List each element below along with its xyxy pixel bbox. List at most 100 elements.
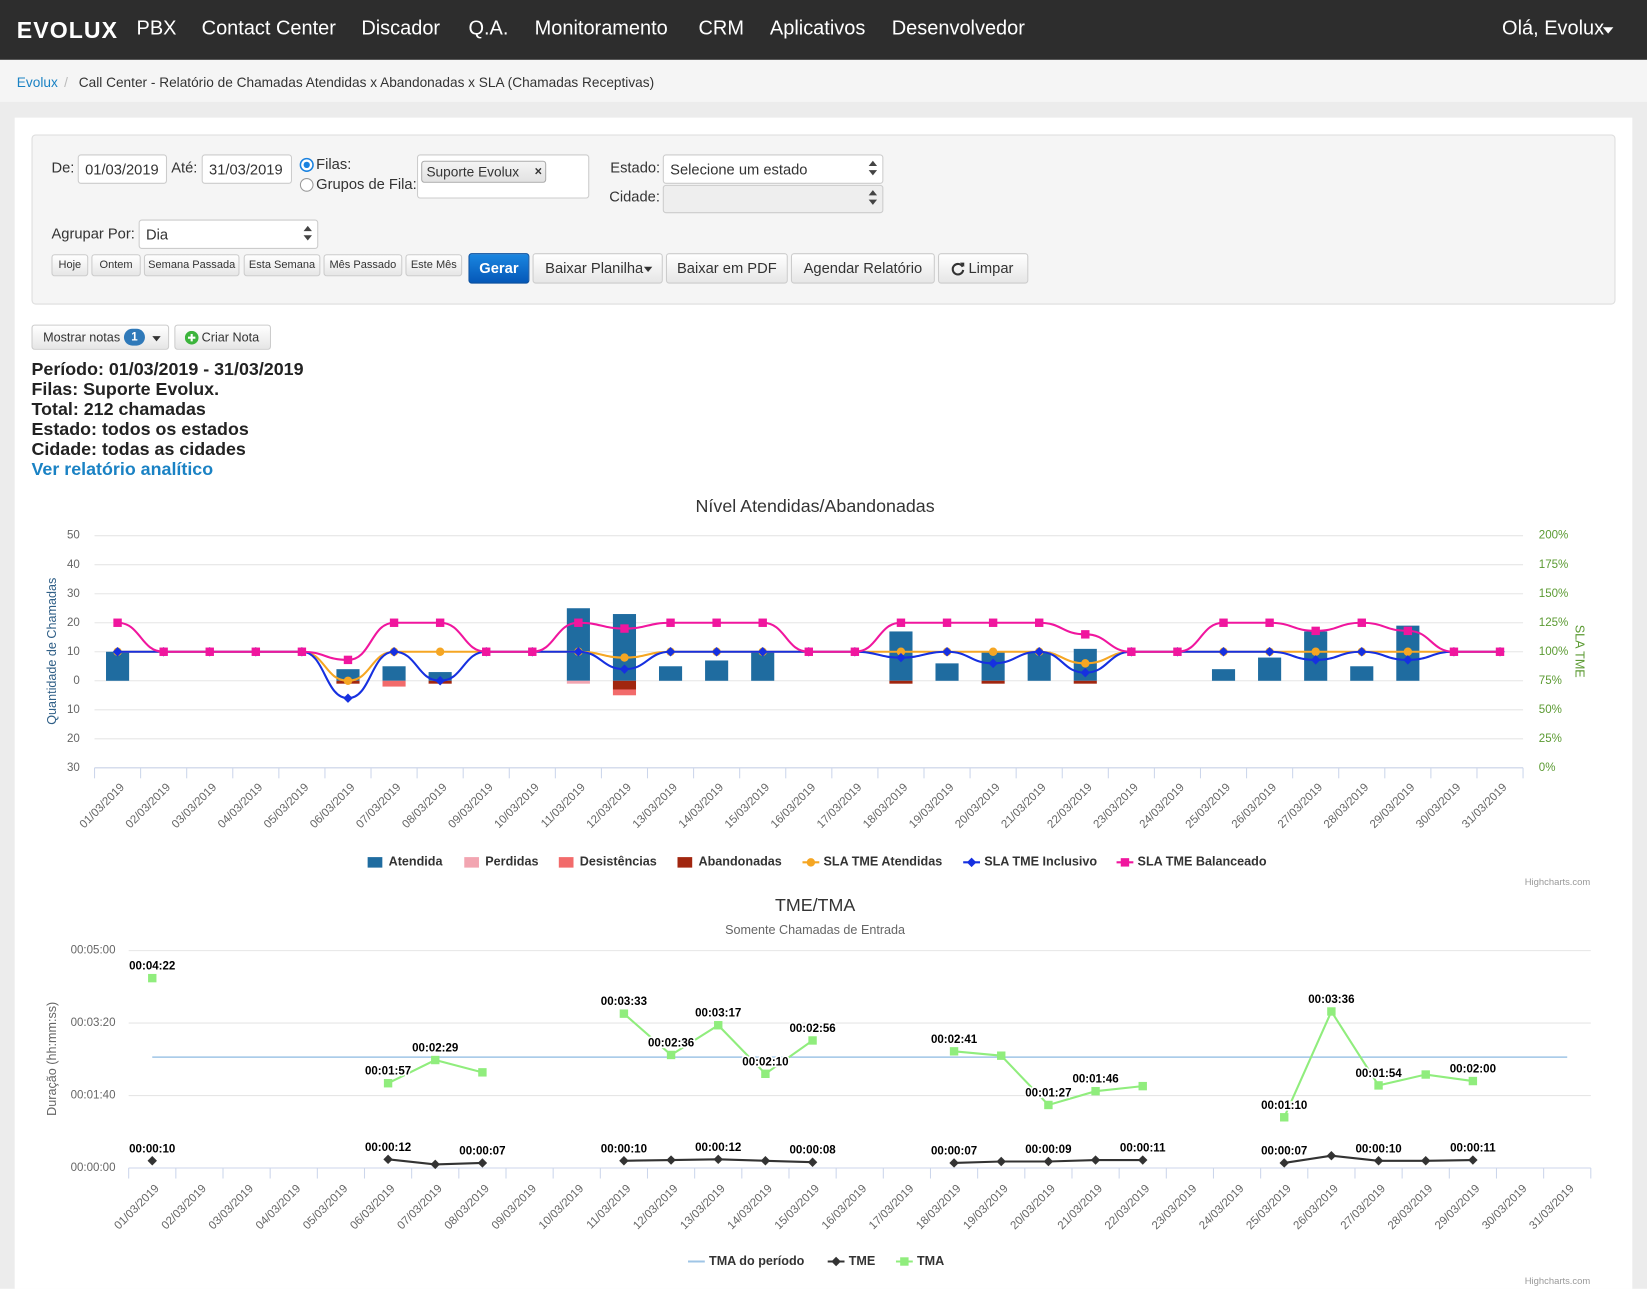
x-tick-label: 20/03/2019 — [1009, 1183, 1058, 1232]
data-label: 00:02:29 — [412, 1043, 458, 1055]
show-notes-button[interactable]: Mostrar notas 1 — [31, 324, 170, 350]
nav-item[interactable]: Discador — [361, 17, 441, 40]
nav-item[interactable]: Contact Center — [201, 17, 336, 40]
data-label: 00:01:10 — [1261, 1100, 1307, 1112]
marker — [343, 655, 353, 665]
x-tick-label: 28/03/2019 — [1322, 781, 1371, 830]
quick-button[interactable]: Semana Passada — [143, 254, 240, 277]
legend-label: Atendida — [389, 855, 444, 869]
bar — [1258, 657, 1282, 681]
date-input[interactable]: 31/03/2019 — [201, 154, 293, 184]
bar — [566, 680, 590, 684]
data-label: 00:00:10 — [601, 1143, 647, 1155]
nav-item[interactable]: Aplicativos — [769, 17, 866, 40]
create-note-button[interactable]: Criar Nota — [174, 324, 271, 350]
select[interactable]: Selecione um estado — [662, 154, 884, 184]
data-label: 00:00:12 — [365, 1142, 411, 1154]
marker — [1219, 618, 1228, 627]
x-tick-label: 27/03/2019 — [1339, 1183, 1388, 1232]
quick-button[interactable]: Este Mês — [405, 254, 463, 277]
nav-item[interactable]: Desenvolvedor — [891, 17, 1025, 40]
marker — [666, 618, 675, 627]
marker — [988, 647, 998, 656]
nav-item[interactable]: Q.A. — [468, 17, 509, 40]
label: De: — [51, 158, 75, 176]
marker — [1468, 1076, 1478, 1086]
x-tick-label: 28/03/2019 — [1386, 1183, 1435, 1232]
schedule-button[interactable]: Agendar Relatório — [790, 253, 935, 284]
marker — [147, 1156, 157, 1166]
bar — [705, 660, 729, 681]
x-tick-label: 09/03/2019 — [446, 781, 495, 830]
quick-button[interactable]: Esta Semana — [243, 254, 321, 277]
marker — [1034, 618, 1044, 627]
bar — [1027, 651, 1051, 681]
bar — [382, 680, 406, 687]
x-tick-label: 22/03/2019 — [1045, 781, 1094, 830]
marker — [1034, 647, 1044, 657]
breadcrumb-home[interactable]: Evolux — [16, 74, 58, 91]
radio-label[interactable]: Grupos de Fila: — [316, 175, 417, 193]
summary-line: Cidade: todas as cidades — [31, 439, 246, 460]
nav-item[interactable]: Monitoramento — [534, 17, 668, 40]
y-axis-title: Duração (hh:mm:ss) — [45, 1002, 59, 1116]
x-tick-label: 13/03/2019 — [678, 1183, 727, 1232]
data-label: 00:00:11 — [1450, 1143, 1496, 1155]
marker — [900, 1257, 909, 1266]
marker — [1138, 1155, 1148, 1165]
y-tick-label: 00:01:40 — [71, 1090, 116, 1102]
clear-button[interactable]: Limpar — [937, 253, 1029, 284]
label: Estado: — [610, 158, 661, 176]
marker — [159, 647, 168, 656]
x-tick-label: 05/03/2019 — [301, 1183, 350, 1232]
analytic-link[interactable]: Ver relatório analítico — [31, 459, 214, 479]
bar — [1073, 680, 1097, 684]
bar — [751, 651, 775, 681]
y-tick-label: 20 — [67, 617, 80, 629]
quick-button[interactable]: Hoje — [51, 254, 89, 277]
marker — [711, 647, 722, 657]
radios[interactable] — [298, 157, 315, 195]
marker — [1265, 618, 1274, 627]
data-label: 00:02:41 — [931, 1034, 978, 1046]
quick-button[interactable]: Ontem — [91, 254, 141, 277]
button-text: Criar Nota — [201, 329, 260, 345]
y-tick-label: 10 — [67, 646, 80, 658]
download-sheet-button[interactable]: Baixar Planilha — [532, 253, 663, 284]
marker — [942, 647, 952, 657]
nav-item[interactable]: CRM — [698, 17, 744, 40]
x-tick-label: 17/03/2019 — [867, 1183, 916, 1232]
x-tick-label: 25/03/2019 — [1184, 781, 1233, 830]
marker — [343, 693, 353, 703]
radio-label[interactable]: Filas: — [316, 155, 352, 173]
marker — [761, 1069, 770, 1079]
marker — [988, 658, 998, 669]
nav-item[interactable]: PBX — [136, 17, 177, 40]
marker — [988, 618, 998, 627]
quick-button[interactable]: Mês Passado — [323, 254, 403, 277]
date-input[interactable]: 01/03/2019 — [77, 154, 168, 184]
logo[interactable]: EVOLUX — [16, 16, 119, 44]
data-label: 00:02:00 — [1450, 1064, 1496, 1076]
x-tick-label: 12/03/2019 — [585, 781, 634, 830]
marker — [383, 1154, 393, 1165]
bar — [612, 614, 637, 681]
marker — [389, 618, 399, 627]
marker — [1120, 858, 1130, 867]
plus-icon — [184, 330, 199, 345]
summary-line: Período: 01/03/2019 - 31/03/2019 — [31, 359, 304, 380]
marker — [713, 1154, 723, 1165]
user-menu[interactable]: Olá, Evolux — [1502, 17, 1605, 40]
tag-remove[interactable]: × — [534, 163, 543, 179]
marker — [148, 973, 157, 983]
select-arrows — [303, 225, 312, 241]
generate-button[interactable]: Gerar — [468, 253, 530, 284]
select[interactable]: Dia — [138, 219, 319, 249]
marker — [389, 647, 399, 657]
marker — [758, 618, 767, 627]
marker — [1468, 1155, 1478, 1165]
pdf-button[interactable]: Baixar em PDF — [665, 253, 788, 284]
y-tick-label: 10 — [67, 704, 80, 716]
line — [387, 1009, 1474, 1118]
